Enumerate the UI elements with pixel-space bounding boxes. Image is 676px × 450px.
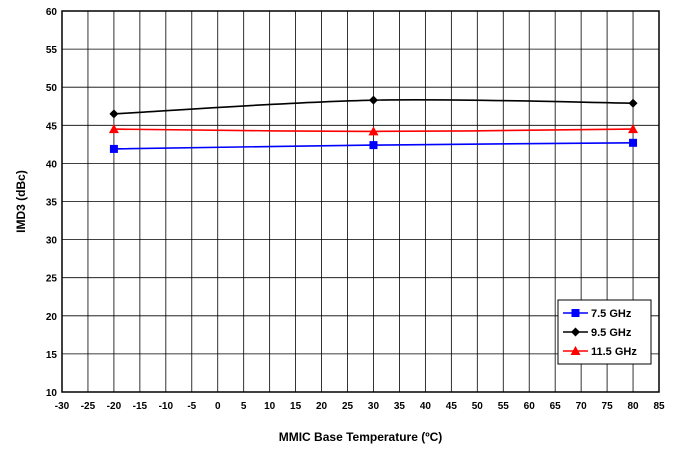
x-tick-label: 10 [264, 401, 276, 412]
x-axis-title: MMIC Base Temperature (ºC) [279, 430, 443, 444]
y-tick-label: 50 [46, 83, 58, 94]
y-tick-label: 15 [46, 350, 58, 361]
data-point-11-5-ghz [368, 126, 379, 136]
data-point-11-5-ghz [628, 124, 639, 134]
x-tick-label: -15 [133, 401, 148, 412]
y-tick-label: 60 [46, 7, 58, 18]
data-point-11-5-ghz [108, 124, 119, 134]
x-tick-label: 80 [627, 401, 639, 412]
x-tick-label: 30 [368, 401, 380, 412]
x-tick-label: 35 [394, 401, 406, 412]
y-axis-ticks: 10 15 20 25 30 35 40 45 50 55 60 [46, 7, 58, 399]
x-tick-label: 75 [602, 401, 614, 412]
x-tick-label: 60 [524, 401, 536, 412]
y-tick-label: 55 [46, 45, 58, 56]
x-tick-label: 65 [550, 401, 562, 412]
y-tick-label: 10 [46, 388, 58, 399]
x-tick-label: 0 [215, 401, 221, 412]
series-11-5-ghz [108, 124, 639, 136]
series-7-5-ghz [109, 138, 638, 153]
x-tick-label: -20 [107, 401, 122, 412]
x-tick-label: 85 [653, 401, 665, 412]
y-tick-label: 30 [46, 236, 58, 247]
series-layer [108, 95, 639, 153]
x-tick-label: -30 [55, 401, 70, 412]
x-tick-label: 20 [316, 401, 328, 412]
x-tick-label: 50 [472, 401, 484, 412]
legend-marker-11-5-ghz [570, 346, 581, 355]
legend: 7.5 GHz 9.5 GHz 11.5 GHz [557, 299, 652, 365]
data-point-9-5-ghz [368, 95, 378, 105]
data-point-7-5-ghz [369, 141, 378, 150]
y-tick-label: 40 [46, 159, 58, 170]
legend-marker-7-5-ghz [571, 309, 580, 317]
x-tick-label: -10 [159, 401, 174, 412]
x-tick-label: -25 [81, 401, 96, 412]
series-9-5-ghz [109, 95, 638, 119]
legend-marker-9-5-ghz [571, 327, 580, 337]
x-tick-label: 5 [241, 401, 247, 412]
x-tick-label: 70 [576, 401, 588, 412]
data-point-7-5-ghz [109, 144, 118, 153]
y-tick-label: 45 [46, 121, 58, 132]
data-point-7-5-ghz [629, 138, 638, 147]
y-tick-label: 25 [46, 274, 58, 285]
x-tick-label: 25 [342, 401, 354, 412]
x-tick-label: 55 [498, 401, 510, 412]
data-point-9-5-ghz [109, 109, 119, 119]
y-axis-title: IMD3 (dBc) [14, 170, 28, 233]
x-tick-label: 40 [420, 401, 432, 412]
legend-label-9-5-ghz: 9.5 GHz [591, 327, 632, 339]
data-point-9-5-ghz [628, 98, 638, 108]
legend-label-11-5-ghz: 11.5 GHz [591, 346, 637, 358]
x-axis-ticks: -30 -25 -20 -15 -10 -5 0 5 10 15 20 25 30 35 40 45 50 55 6… [55, 401, 665, 412]
x-tick-label: -5 [187, 401, 196, 412]
legend-label-7-5-ghz: 7.5 GHz [591, 308, 632, 320]
x-tick-label: 15 [290, 401, 302, 412]
plot-area-frame [61, 10, 660, 393]
y-tick-label: 35 [46, 198, 58, 209]
x-tick-label: 45 [446, 401, 458, 412]
y-tick-label: 20 [46, 312, 58, 323]
